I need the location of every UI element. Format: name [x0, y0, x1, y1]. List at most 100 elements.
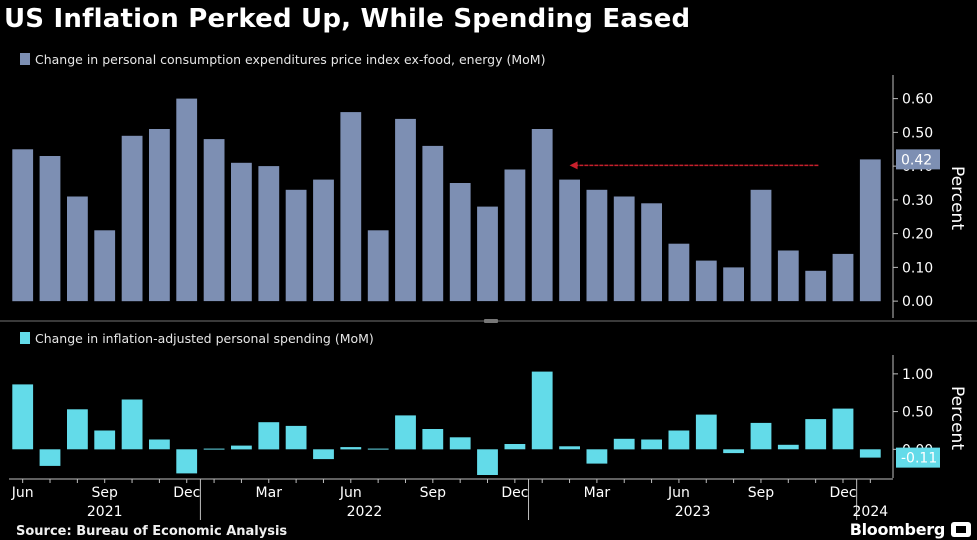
bar-pce [859, 159, 881, 302]
bar-pce [723, 267, 744, 302]
bar-spending [777, 444, 799, 450]
x-tick-label-month: Mar [584, 485, 611, 501]
bar-pce [94, 230, 116, 302]
bar-spending [231, 445, 252, 450]
bar-spending [258, 422, 280, 450]
last-value-badge [896, 149, 940, 170]
x-tick-label-year: 2023 [675, 504, 711, 520]
bar-pce [422, 145, 444, 302]
bar-pce [449, 183, 471, 302]
bar-spending [832, 408, 854, 450]
bar-pce [586, 189, 608, 302]
x-tick-label-year: 2024 [853, 504, 889, 520]
bloomberg-badge-icon [951, 522, 971, 537]
bar-pce [832, 253, 854, 302]
page-title: US Inflation Perked Up, While Spending E… [4, 4, 691, 34]
bar-pce [395, 118, 416, 302]
bloomberg-logo: Bloomberg [849, 520, 946, 539]
bar-spending [723, 449, 744, 454]
bar-pce [340, 112, 362, 302]
legend-label-pce: Change in personal consumption expenditu… [35, 52, 546, 67]
x-tick-label-month: Jun [11, 485, 34, 501]
bar-spending [586, 449, 608, 464]
bar-pce [613, 196, 635, 302]
last-value-label: 0.42 [901, 152, 932, 168]
bar-spending [613, 438, 635, 450]
bar-pce [504, 169, 526, 302]
legend-swatch-pce [20, 53, 30, 65]
y-tick-label: 0.60 [902, 92, 933, 108]
bar-pce [668, 243, 690, 302]
y-tick-label: 0.10 [902, 260, 933, 276]
bar-spending [94, 430, 116, 450]
legend-pce: Change in personal consumption expenditu… [20, 52, 545, 67]
bar-spending [367, 448, 389, 450]
bar-pce [39, 156, 61, 302]
bar-spending [477, 449, 498, 475]
bar-spending [395, 415, 416, 450]
bar-pce [231, 162, 252, 302]
y-tick-label: 0.50 [902, 405, 933, 421]
bar-pce [641, 203, 662, 302]
x-tick-label-year: 2022 [347, 504, 383, 520]
bar-pce [203, 139, 225, 302]
bar-spending [12, 384, 34, 450]
y-tick-label: 0.30 [902, 193, 933, 209]
bar-spending [504, 444, 526, 450]
bar-pce [313, 179, 334, 302]
x-tick-label-year: 2021 [87, 504, 123, 520]
bar-spending [422, 429, 444, 450]
bar-spending [750, 422, 772, 450]
x-tick-label-month: Sep [92, 485, 119, 501]
bar-spending [641, 439, 662, 450]
bar-spending [695, 414, 717, 450]
bar-pce [12, 149, 34, 302]
last-value-badge [896, 447, 940, 468]
bar-spending [449, 437, 471, 450]
y-axis-title-2: Percent [947, 386, 967, 450]
source-note: Source: Bureau of Economic Analysis [16, 524, 288, 539]
x-tick-label-month: Sep [748, 485, 775, 501]
bar-pce [149, 129, 170, 302]
y-axis-title-1: Percent [947, 166, 967, 230]
bar-pce [176, 98, 198, 302]
bar-spending [531, 371, 553, 450]
legend-label-spending: Change in inflation-adjusted personal sp… [35, 331, 374, 346]
x-tick-label-month: Dec [501, 485, 528, 501]
bar-pce [367, 230, 389, 302]
bar-pce [777, 250, 799, 302]
bar-spending [313, 449, 334, 460]
bar-pce [121, 135, 143, 302]
bar-pce [750, 189, 772, 302]
bar-spending [340, 447, 362, 450]
bar-pce [67, 196, 88, 302]
annotation-arrow-head [569, 161, 578, 170]
panel-resize-handle [484, 319, 498, 323]
legend-swatch-spending [20, 332, 30, 344]
bar-pce [805, 270, 827, 302]
x-tick-label-month: Dec [829, 485, 856, 501]
x-tick-label-month: Jun [667, 485, 690, 501]
y-tick-label: 0.20 [902, 227, 933, 243]
x-tick-label-month: Mar [256, 485, 283, 501]
bar-pce [285, 189, 307, 302]
y-tick-label: 1.00 [902, 367, 933, 383]
x-tick-label-month: Sep [420, 485, 447, 501]
bar-spending [859, 449, 881, 458]
bar-spending [149, 439, 170, 450]
bar-spending [67, 409, 88, 450]
bar-spending [285, 425, 307, 450]
bar-spending [176, 449, 198, 474]
bar-spending [39, 449, 61, 466]
bar-spending [559, 446, 580, 450]
last-value-label: -0.11 [901, 451, 937, 467]
bar-pce [477, 206, 498, 302]
bar-pce [559, 179, 580, 302]
y-tick-label: 0.00 [902, 294, 933, 310]
bar-spending [668, 430, 690, 450]
x-tick-label-month: Dec [173, 485, 200, 501]
x-tick-label-month: Jun [339, 485, 362, 501]
bar-pce [258, 166, 280, 302]
bar-pce [695, 260, 717, 302]
